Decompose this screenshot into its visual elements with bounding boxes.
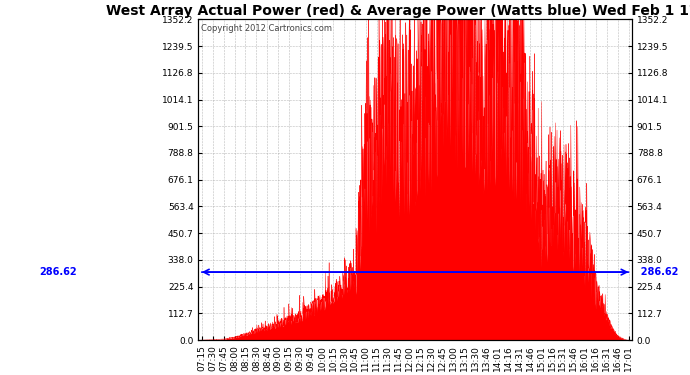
Text: 286.62: 286.62 (634, 267, 678, 277)
Text: 286.62: 286.62 (39, 267, 77, 277)
Text: Copyright 2012 Cartronics.com: Copyright 2012 Cartronics.com (201, 24, 332, 33)
Title: West Array Actual Power (red) & Average Power (Watts blue) Wed Feb 1 17:05: West Array Actual Power (red) & Average … (106, 4, 690, 18)
